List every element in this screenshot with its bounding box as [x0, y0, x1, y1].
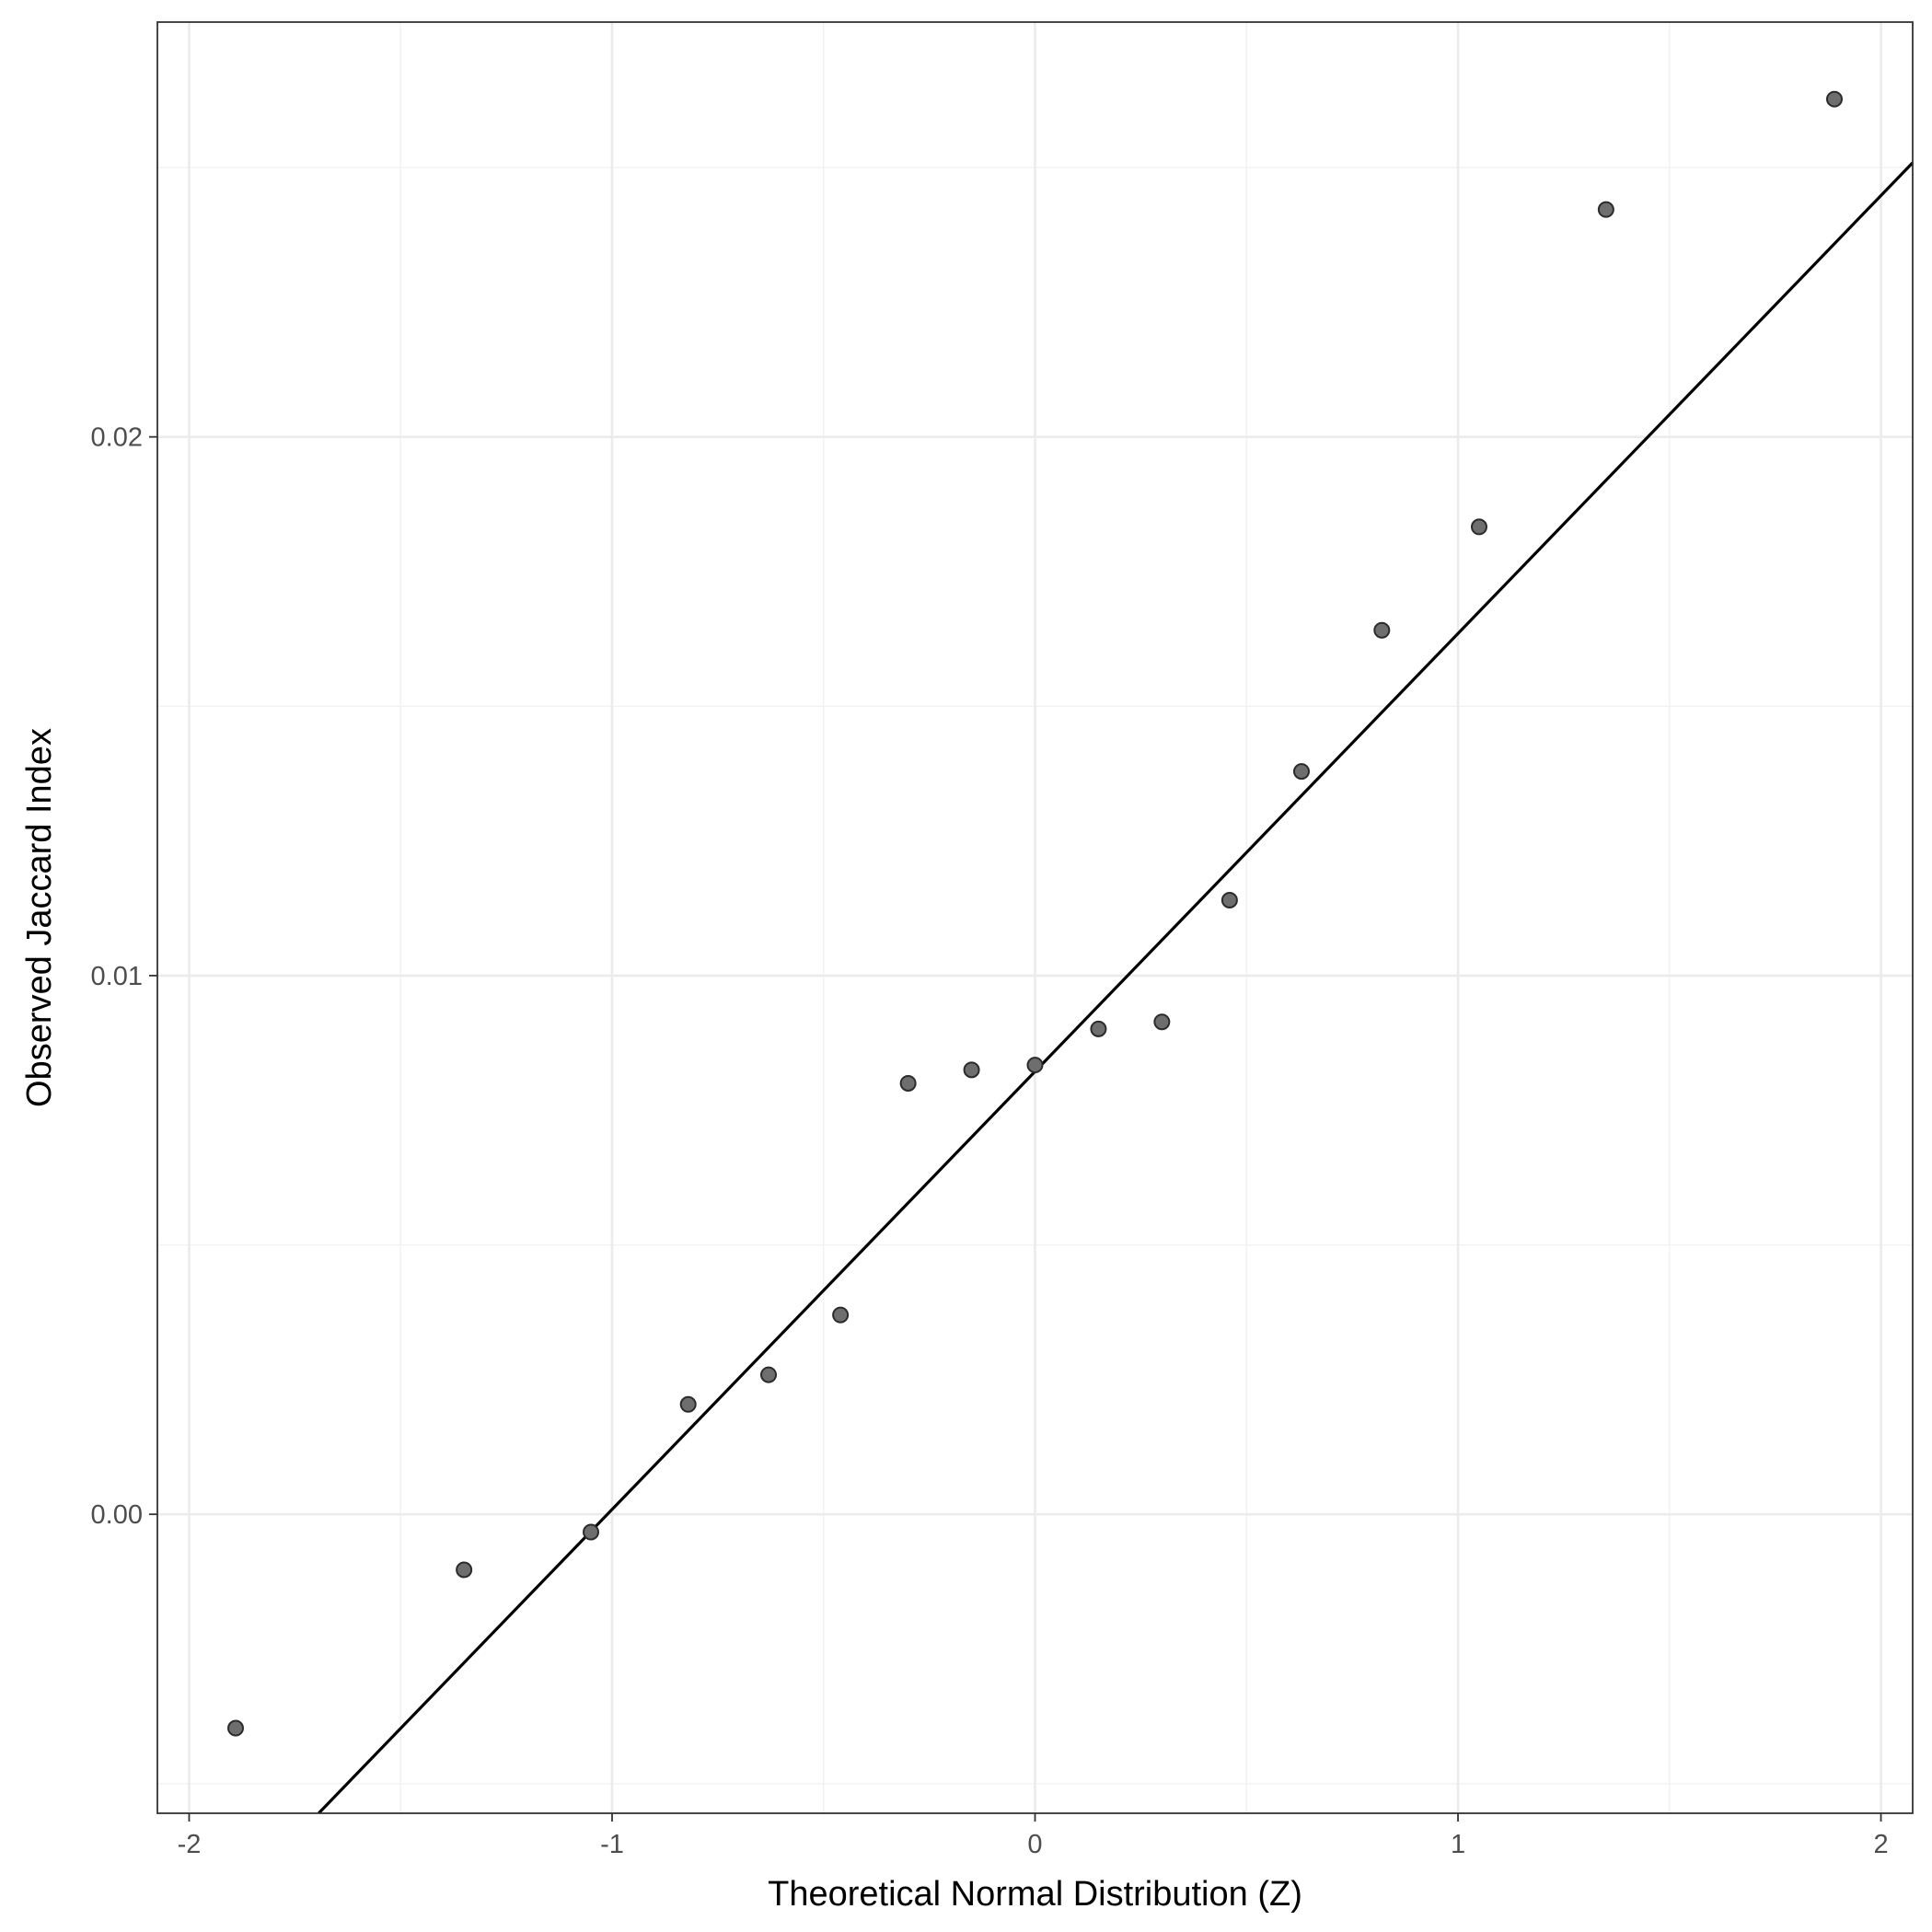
data-point-11	[1153, 1013, 1171, 1031]
x-tick-label: 0	[1027, 1830, 1042, 1859]
y-tick-label: 0.01	[91, 962, 143, 991]
x-tick-label: -2	[178, 1830, 202, 1859]
x-tick-label: 2	[1873, 1830, 1888, 1859]
y-tick-label: 0.02	[91, 423, 143, 453]
x-axis-ticks: -2 -1 0 1 2	[178, 1813, 1889, 1859]
data-point-17	[1825, 90, 1843, 108]
data-point-14	[1373, 621, 1391, 639]
data-point-4	[679, 1395, 697, 1413]
reference-line-group	[318, 161, 1915, 1815]
data-point-2	[456, 1561, 473, 1579]
data-point-5	[760, 1366, 778, 1383]
data-point-7	[899, 1074, 917, 1092]
data-point-8	[963, 1061, 980, 1079]
data-point-16	[1597, 201, 1614, 218]
y-axis-ticks: 0.00 0.01 0.02	[91, 423, 157, 1530]
qq-reference-line	[318, 161, 1915, 1815]
data-point-12	[1221, 891, 1238, 908]
x-tick-label: 1	[1451, 1830, 1465, 1859]
data-point-6	[832, 1306, 850, 1324]
data-point-3	[583, 1523, 600, 1541]
y-tick-label: 0.00	[91, 1500, 143, 1530]
data-point-13	[1292, 763, 1310, 781]
x-axis-title: Theoretical Normal Distribution (Z)	[768, 1875, 1302, 1914]
data-points	[227, 90, 1843, 1737]
data-point-1	[227, 1719, 245, 1737]
data-point-15	[1470, 518, 1487, 536]
x-tick-label: -1	[600, 1830, 624, 1859]
y-axis-title: Observed Jaccard Index	[20, 728, 59, 1107]
data-point-9	[1026, 1057, 1044, 1074]
major-gridlines	[157, 22, 1913, 1813]
data-point-10	[1090, 1020, 1107, 1037]
